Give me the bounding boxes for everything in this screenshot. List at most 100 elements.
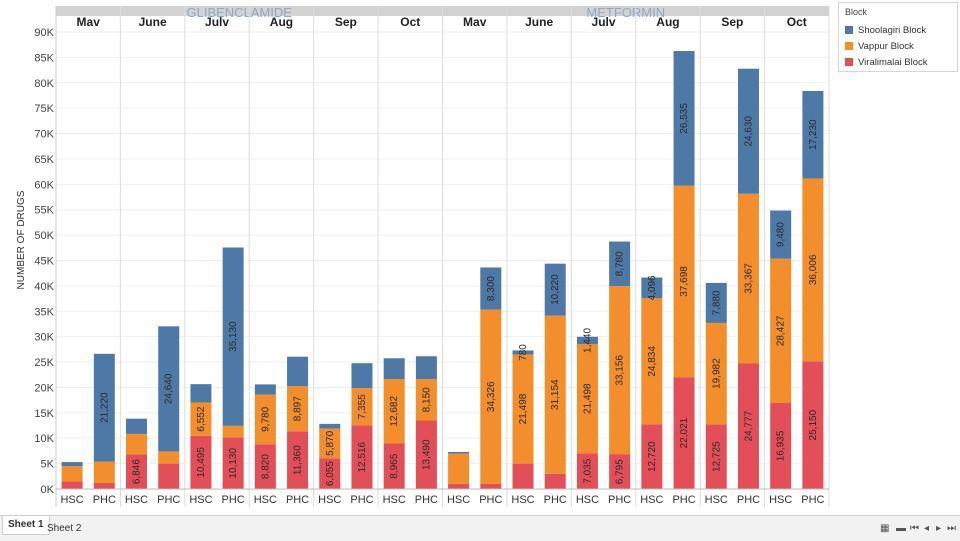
bar-segment[interactable] [351, 363, 373, 389]
bar-segment[interactable] [544, 315, 566, 474]
bar-segment[interactable] [770, 210, 792, 259]
bar-segment[interactable] [802, 361, 824, 489]
bar-segment[interactable] [609, 241, 631, 287]
bar-segment[interactable] [802, 90, 824, 179]
bar-segment[interactable] [287, 356, 309, 387]
bar-segment[interactable] [287, 431, 309, 489]
bar-segment[interactable] [383, 379, 405, 444]
legend-item-viralimalai[interactable]: Viralimalai Block [845, 55, 928, 69]
bar-segment[interactable] [61, 481, 83, 489]
bar-segment[interactable] [415, 356, 437, 380]
bar-segment[interactable] [383, 358, 405, 380]
drug-titles: GLIBENCLAMIDE METFORMIN [187, 5, 666, 20]
bar-segment[interactable] [448, 451, 470, 454]
next-sheet-icon[interactable]: ▸ [936, 523, 942, 534]
bar-segment[interactable] [448, 453, 470, 484]
bar-segment[interactable] [737, 193, 759, 364]
bar-segment[interactable] [576, 344, 598, 454]
prev-sheet-icon[interactable]: ◂ [924, 523, 930, 534]
bar-segment[interactable] [770, 403, 792, 489]
month-label: Julv [592, 15, 616, 29]
bar-segment[interactable] [512, 463, 534, 489]
bar-segment[interactable] [93, 461, 115, 483]
bar-segment[interactable] [641, 298, 663, 425]
bar-segment[interactable] [93, 353, 115, 462]
y-tick-label: 55K [34, 205, 54, 217]
bar-segment[interactable] [448, 483, 470, 489]
bar-segment[interactable] [609, 286, 631, 455]
bar-segment[interactable] [190, 384, 212, 403]
bar-segment[interactable] [705, 322, 727, 425]
bar-segment[interactable] [254, 444, 276, 489]
bar-segment[interactable] [126, 454, 148, 489]
bar-segment[interactable] [383, 443, 405, 489]
segment-value-label: 6,552 [196, 406, 207, 431]
bar-segment[interactable] [544, 473, 566, 489]
bar-segment[interactable] [351, 388, 373, 426]
bar-segment[interactable] [158, 451, 180, 464]
list-view-icon[interactable]: ▬ [896, 523, 906, 534]
bar-segment[interactable] [254, 394, 276, 445]
bar-segment[interactable] [512, 354, 534, 464]
y-tick-label: 50K [34, 230, 54, 242]
bar-segment[interactable] [802, 178, 824, 362]
segment-value-label: 21,498 [518, 393, 529, 424]
bar-segment[interactable] [126, 418, 148, 434]
legend-label-shoolagiri: Shoolagiri Block [858, 24, 927, 36]
bar-segment[interactable] [641, 424, 663, 489]
bar-segment[interactable] [737, 363, 759, 489]
bar-segment[interactable] [576, 336, 598, 345]
tab-sheet-1[interactable]: Sheet 1 [2, 516, 50, 535]
bar-segment[interactable] [705, 282, 727, 323]
bar-segment[interactable] [61, 462, 83, 467]
segment-value-label: 8,820 [260, 454, 271, 479]
bar-segment[interactable] [319, 458, 341, 489]
bar-segment[interactable] [705, 424, 727, 489]
bar-segment[interactable] [673, 185, 695, 378]
bar-segment[interactable] [254, 384, 276, 395]
bar-segment[interactable] [480, 267, 502, 310]
segment-value-label: 6,846 [132, 459, 143, 484]
bar-segment[interactable] [576, 453, 598, 489]
last-sheet-icon[interactable]: ⏭ [947, 523, 956, 534]
bar-segment[interactable] [222, 425, 244, 438]
segment-value-label: 4,096 [647, 275, 658, 300]
bar-segment[interactable] [126, 433, 148, 455]
tab-sheet-2[interactable]: Sheet 2 [47, 523, 82, 534]
bar-segment[interactable] [222, 247, 244, 426]
x-tick-label: HSC [254, 494, 277, 506]
bar-segment[interactable] [641, 277, 663, 299]
bar-segment[interactable] [190, 435, 212, 489]
bar-segment[interactable] [609, 454, 631, 489]
bar-segment[interactable] [415, 379, 437, 421]
bar-segment[interactable] [673, 51, 695, 186]
bar-segment[interactable] [190, 402, 212, 436]
bar-segment[interactable] [93, 482, 115, 489]
y-tick-label: 5K [41, 459, 55, 471]
bar-segment[interactable] [287, 386, 309, 432]
bar-segment[interactable] [158, 326, 180, 452]
bar-segment[interactable] [770, 258, 792, 404]
bar-segment[interactable] [544, 263, 566, 316]
bar-segment[interactable] [480, 309, 502, 484]
first-sheet-icon[interactable]: ⏮ [910, 523, 919, 534]
y-tick-label: 15K [34, 408, 54, 420]
bar-segment[interactable] [222, 437, 244, 489]
legend-item-shoolagiri[interactable]: Shoolagiri Block [845, 23, 926, 37]
segment-value-label: 10,130 [228, 448, 239, 479]
grid-view-icon[interactable]: ▦ [880, 523, 890, 534]
bar-segment[interactable] [158, 463, 180, 489]
segment-value-label: 24,777 [743, 410, 754, 441]
bar-segment[interactable] [61, 466, 83, 482]
segment-value-label: 21,220 [99, 392, 110, 423]
bar-segment[interactable] [737, 68, 759, 194]
bar-segment[interactable] [480, 483, 502, 489]
bar-segment[interactable] [319, 423, 341, 429]
bar-segment[interactable] [673, 377, 695, 489]
x-axis: HSC PHC HSC PHC HSC PHC HSC PHC HSC PHC HSC PHC HSC P… [56, 488, 829, 506]
bar-segment[interactable] [351, 425, 373, 489]
bar-segment[interactable] [512, 350, 534, 355]
bar-segment[interactable] [415, 420, 437, 489]
legend-item-vappur[interactable]: Vappur Block [845, 39, 914, 53]
bar-segment[interactable] [319, 428, 341, 459]
